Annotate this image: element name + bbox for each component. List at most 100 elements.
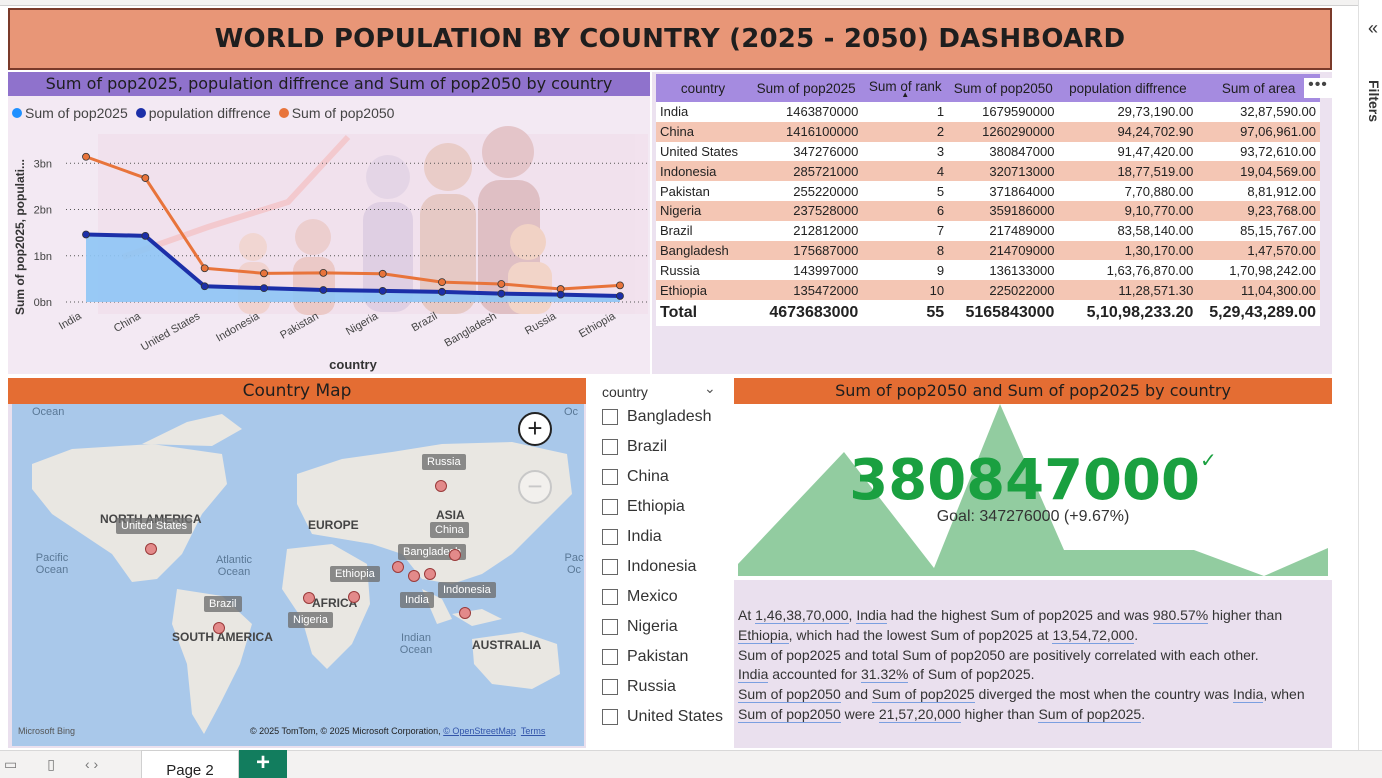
checkbox[interactable] bbox=[602, 709, 618, 725]
table-row[interactable]: Bangladesh 175687000 8 214709000 1,30,170.00… bbox=[656, 240, 1320, 261]
slicer-item[interactable]: India bbox=[602, 528, 662, 546]
table-panel[interactable]: country Sum of pop2025 Sum of rank ▲ Sum … bbox=[652, 72, 1332, 374]
checkbox[interactable] bbox=[602, 679, 618, 695]
country-slicer[interactable]: country ⌄ Bangladesh Brazil China Ethiopia I… bbox=[590, 378, 730, 748]
map-marker-united-states[interactable] bbox=[145, 543, 157, 555]
column-header-pop2050[interactable]: Sum of pop2050 bbox=[948, 74, 1059, 102]
map-marker-china[interactable] bbox=[449, 549, 461, 561]
map-tag-united-states[interactable]: United States bbox=[116, 518, 193, 534]
osm-link[interactable]: © OpenStreetMap bbox=[443, 726, 516, 736]
checkbox[interactable] bbox=[602, 439, 618, 455]
map-marker-indonesia[interactable] bbox=[459, 607, 471, 619]
narrative-value[interactable]: Sum of pop2025 bbox=[1038, 705, 1142, 723]
slicer-item[interactable]: Russia bbox=[602, 678, 676, 696]
table-row[interactable]: Pakistan 255220000 5 371864000 7,70,880.00 8,… bbox=[656, 181, 1320, 201]
checkbox[interactable] bbox=[602, 649, 618, 665]
checkbox[interactable] bbox=[602, 529, 618, 545]
more-options-icon[interactable]: ••• bbox=[1304, 77, 1332, 98]
map-tag-nigeria[interactable]: Nigeria bbox=[288, 612, 333, 628]
table-row[interactable]: China 1416100000 2 1260290000 94,24,702.90 97… bbox=[656, 121, 1320, 142]
legend-item-pop2050[interactable]: Sum of pop2050 bbox=[278, 105, 394, 121]
map-tag-ethiopia[interactable]: Ethiopia bbox=[330, 566, 380, 582]
map-marker-ethiopia[interactable] bbox=[348, 591, 360, 603]
narrative-text: . bbox=[1141, 705, 1146, 722]
table-row[interactable]: India 1463870000 1 1679590000 29,73,190.00 32… bbox=[656, 102, 1320, 122]
slicer-item[interactable]: Pakistan bbox=[602, 648, 688, 666]
slicer-item[interactable]: Ethiopia bbox=[602, 498, 685, 516]
checkbox[interactable] bbox=[602, 499, 618, 515]
narrative-value[interactable]: India bbox=[856, 607, 887, 624]
population-table[interactable]: country Sum of pop2025 Sum of rank ▲ Sum … bbox=[656, 74, 1320, 326]
map-marker-russia[interactable] bbox=[435, 480, 447, 492]
map-marker-pakistan[interactable] bbox=[424, 568, 436, 580]
narrative-value[interactable]: 21,57,20,000 bbox=[878, 705, 961, 723]
y-tick-label: 2bn bbox=[34, 205, 52, 217]
table-cell: Russia bbox=[656, 260, 750, 281]
kpi-panel[interactable]: Sum of pop2050 and Sum of pop2025 by cou… bbox=[734, 378, 1332, 748]
narrative-value[interactable]: 31.32% bbox=[860, 666, 909, 684]
map-panel[interactable]: Country Map Ocean Oc Pacific Ocean Atlan… bbox=[8, 378, 586, 748]
column-header-rank[interactable]: Sum of rank ▲ bbox=[862, 74, 949, 102]
slicer-item[interactable]: United States bbox=[602, 708, 723, 726]
population-table-wrapper: country Sum of pop2025 Sum of rank ▲ Sum … bbox=[656, 74, 1320, 326]
narrative-value[interactable]: Sum of pop2050 bbox=[738, 686, 841, 704]
filters-pane[interactable] bbox=[1358, 0, 1382, 750]
narrative-value[interactable]: Sum of pop2025 bbox=[871, 686, 975, 704]
mobile-view-icon[interactable]: ▯ bbox=[47, 756, 55, 772]
slicer-item[interactable]: Brazil bbox=[602, 438, 667, 456]
legend-item-population-diffrence[interactable]: population diffrence bbox=[135, 105, 271, 121]
collapse-filters-icon[interactable]: « bbox=[1368, 18, 1379, 38]
desktop-view-icon[interactable]: ▭ bbox=[4, 756, 18, 772]
map-marker-india[interactable] bbox=[408, 570, 420, 582]
legend-item-pop2025[interactable]: Sum of pop2025 bbox=[12, 105, 128, 121]
checkbox[interactable] bbox=[602, 469, 618, 485]
map-tag-russia[interactable]: Russia bbox=[422, 454, 466, 470]
column-header-country[interactable]: country bbox=[656, 74, 750, 102]
table-row[interactable]: Russia 143997000 9 136133000 1,63,76,870.00 1… bbox=[656, 260, 1320, 281]
narrative-value[interactable]: 980.57% bbox=[1152, 607, 1209, 624]
checkbox[interactable] bbox=[602, 589, 618, 605]
tab-page-2[interactable]: Page 2 bbox=[141, 750, 239, 778]
slicer-item[interactable]: Bangladesh bbox=[602, 408, 712, 426]
add-page-button[interactable]: + bbox=[239, 750, 287, 778]
table-row[interactable]: Indonesia 285721000 4 320713000 18,77,519.00… bbox=[656, 161, 1320, 182]
slicer-item[interactable]: Mexico bbox=[602, 588, 678, 606]
map-marker-brazil[interactable] bbox=[213, 622, 225, 634]
filters-label[interactable]: Filters bbox=[1366, 80, 1382, 123]
map-tag-india[interactable]: India bbox=[400, 592, 434, 608]
map-tag-indonesia[interactable]: Indonesia bbox=[438, 582, 496, 598]
zoom-out-button[interactable]: − bbox=[518, 470, 552, 504]
narrative-value[interactable]: India bbox=[1233, 686, 1264, 704]
table-row[interactable]: United States 347276000 3 380847000 91,47,42… bbox=[656, 141, 1320, 162]
checkbox[interactable] bbox=[602, 409, 618, 425]
narrative-value[interactable]: 13,54,72,000 bbox=[1052, 626, 1135, 644]
checkbox[interactable] bbox=[602, 619, 618, 635]
table-row[interactable]: Ethiopia 135472000 10 225022000 11,28,571.30… bbox=[656, 280, 1320, 300]
narrative-value[interactable]: India bbox=[738, 666, 769, 684]
prev-next-page-icon[interactable]: ‹ › bbox=[84, 756, 99, 772]
table-cell: 9,23,768.00 bbox=[1197, 200, 1320, 221]
zoom-in-button[interactable]: + bbox=[518, 412, 552, 446]
checkbox[interactable] bbox=[602, 559, 618, 575]
column-header-area[interactable]: Sum of area bbox=[1197, 74, 1320, 102]
column-header-pop2025[interactable]: Sum of pop2025 bbox=[749, 74, 863, 102]
line-chart-panel[interactable]: Sum of pop2025, population diffrence and… bbox=[8, 72, 650, 374]
slicer-item[interactable]: Indonesia bbox=[602, 558, 696, 576]
map-marker-bangladesh[interactable] bbox=[392, 561, 404, 573]
table-cell: 1,63,76,870.00 bbox=[1058, 260, 1198, 281]
table-row[interactable]: Nigeria 237528000 6 359186000 9,10,770.00 9,2… bbox=[656, 200, 1320, 221]
narrative-value[interactable]: 1,46,38,70,000 bbox=[755, 607, 849, 624]
map-marker-nigeria[interactable] bbox=[303, 592, 315, 604]
narrative-value[interactable]: Sum of pop2050 bbox=[738, 705, 841, 723]
map-tag-brazil[interactable]: Brazil bbox=[204, 596, 242, 612]
column-header-population-diffrence[interactable]: population diffrence bbox=[1058, 74, 1198, 102]
narrative-value[interactable]: Ethiopia bbox=[738, 626, 789, 644]
slicer-item[interactable]: China bbox=[602, 468, 669, 486]
slicer-item[interactable]: Nigeria bbox=[602, 618, 678, 636]
table-row[interactable]: Brazil 212812000 7 217489000 83,58,140.00 85,… bbox=[656, 220, 1320, 241]
chevron-down-icon[interactable]: ⌄ bbox=[704, 380, 716, 396]
terms-link[interactable]: Terms bbox=[520, 726, 546, 736]
map-tag-china[interactable]: China bbox=[430, 522, 469, 538]
country-map[interactable]: Ocean Oc Pacific Ocean Atlantic Ocean Pa… bbox=[12, 404, 584, 746]
